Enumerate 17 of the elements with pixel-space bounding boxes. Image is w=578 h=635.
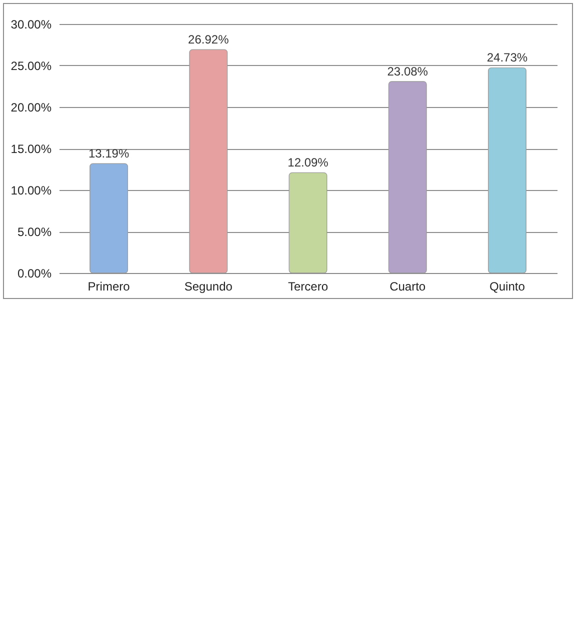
data-label: 23.08% bbox=[387, 64, 428, 78]
y-tick-label: 15.00% bbox=[10, 142, 52, 156]
data-label: 13.19% bbox=[88, 146, 130, 161]
x-tick-label: Segundo bbox=[184, 280, 233, 294]
x-tick-label: Quinto bbox=[490, 280, 526, 294]
x-tick-label: Cuarto bbox=[390, 280, 426, 294]
y-tick-label: 0.00% bbox=[17, 266, 52, 280]
data-label: 24.73% bbox=[486, 50, 528, 65]
data-label: 26.92% bbox=[188, 32, 230, 47]
data-label: 12.09% bbox=[288, 156, 329, 170]
y-tick-label: 20.00% bbox=[10, 100, 52, 114]
y-tick-label: 5.00% bbox=[17, 225, 52, 239]
y-tick-label: 25.00% bbox=[10, 59, 52, 73]
x-tick-label: Primero bbox=[88, 280, 130, 294]
x-tick-label: Tercero bbox=[288, 280, 328, 294]
y-tick-label: 30.00% bbox=[10, 18, 52, 32]
y-tick-label: 10.00% bbox=[10, 184, 52, 198]
